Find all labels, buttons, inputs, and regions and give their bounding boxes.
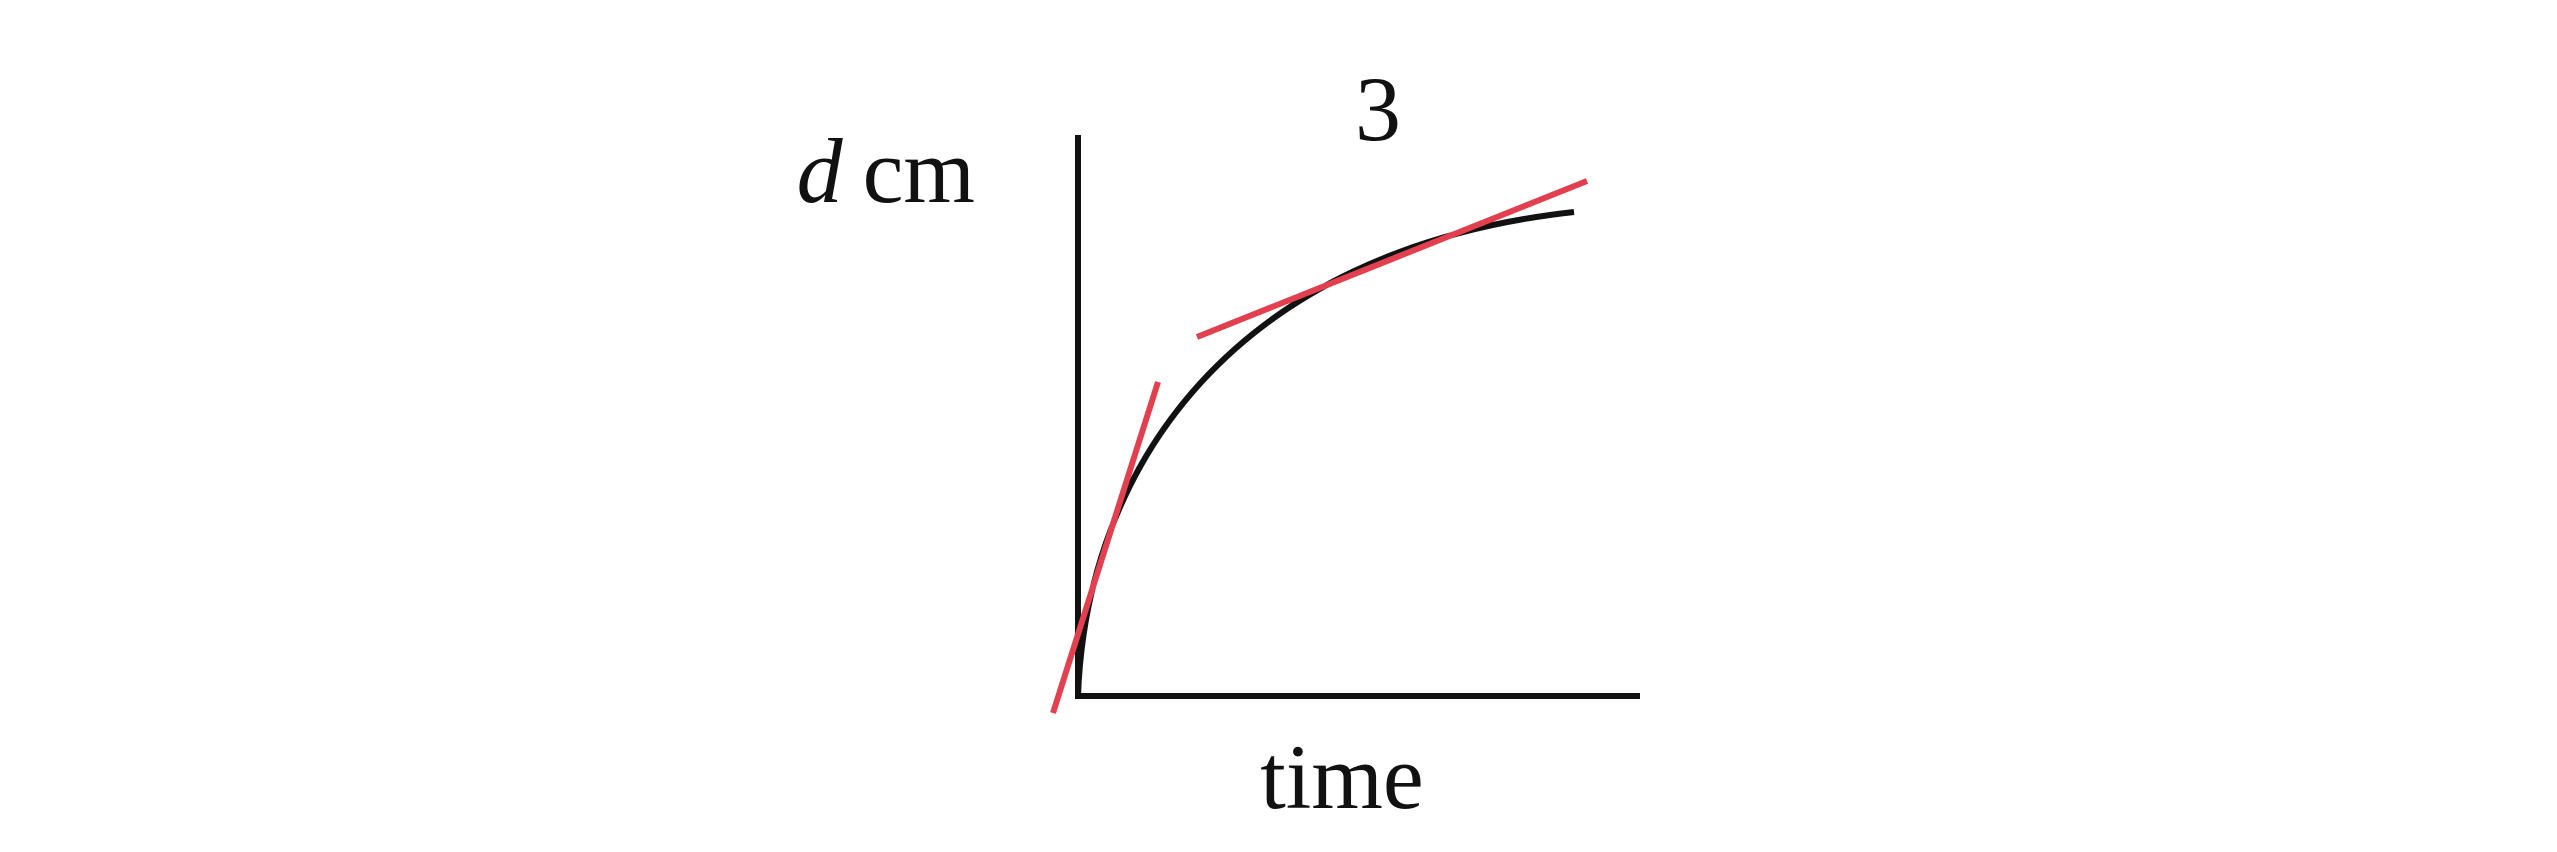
tangent-shallow [1195,178,1589,340]
y-axis-label: d cm [797,120,975,222]
y-axis-unit: cm [863,120,975,222]
graph-label: 3 [1355,58,1401,160]
tangent-steep [1050,381,1161,714]
x-axis-label: time [1260,726,1424,828]
y-axis-variable: d [797,120,844,222]
